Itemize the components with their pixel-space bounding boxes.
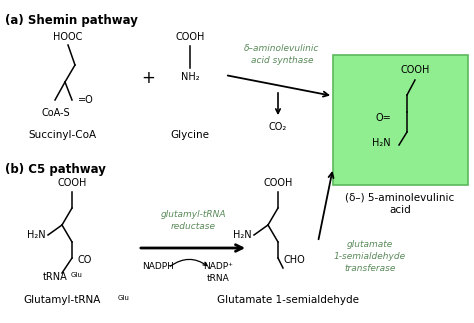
- Text: NH₂: NH₂: [181, 72, 199, 82]
- Text: acid synthase: acid synthase: [251, 56, 313, 65]
- Text: HOOC: HOOC: [53, 32, 82, 42]
- Text: COOH: COOH: [401, 65, 430, 75]
- Text: Glutamyl-tRNA: Glutamyl-tRNA: [23, 295, 100, 305]
- Text: H₂N: H₂N: [233, 230, 252, 240]
- Text: NADPH: NADPH: [142, 262, 174, 271]
- Bar: [333, 55, 468, 185]
- Text: CO: CO: [78, 255, 92, 265]
- Text: (δ–) 5-aminolevulinic: (δ–) 5-aminolevulinic: [346, 192, 455, 202]
- Text: Succinyl-CoA: Succinyl-CoA: [28, 130, 96, 140]
- Text: glutamate: glutamate: [347, 240, 393, 249]
- Text: CoA-S: CoA-S: [42, 108, 71, 118]
- Text: transferase: transferase: [344, 264, 396, 273]
- Text: reductase: reductase: [171, 222, 216, 231]
- Text: (a) Shemin pathway: (a) Shemin pathway: [5, 14, 138, 27]
- Text: Glutamate 1-semialdehyde: Glutamate 1-semialdehyde: [217, 295, 359, 305]
- Text: CHO: CHO: [284, 255, 306, 265]
- Text: COOH: COOH: [264, 178, 292, 188]
- Text: δ–aminolevulinic: δ–aminolevulinic: [244, 44, 319, 53]
- Text: =O: =O: [78, 95, 94, 105]
- Text: acid: acid: [389, 205, 411, 215]
- Text: Glu: Glu: [71, 272, 83, 278]
- Text: COOH: COOH: [57, 178, 87, 188]
- Text: CO₂: CO₂: [269, 122, 287, 132]
- Text: tRNA: tRNA: [43, 272, 67, 282]
- Text: (b) C5 pathway: (b) C5 pathway: [5, 163, 106, 176]
- Text: tRNA: tRNA: [207, 274, 229, 283]
- Text: H₂N: H₂N: [373, 138, 391, 148]
- Text: NADP⁺: NADP⁺: [203, 262, 233, 271]
- Text: 1-semialdehyde: 1-semialdehyde: [334, 252, 406, 261]
- Text: COOH: COOH: [175, 32, 205, 42]
- Text: Glu: Glu: [118, 295, 130, 301]
- Text: O=: O=: [375, 113, 391, 123]
- Text: +: +: [141, 69, 155, 87]
- Text: H₂N: H₂N: [27, 230, 46, 240]
- Text: glutamyl-tRNA: glutamyl-tRNA: [160, 210, 226, 219]
- Text: Glycine: Glycine: [171, 130, 210, 140]
